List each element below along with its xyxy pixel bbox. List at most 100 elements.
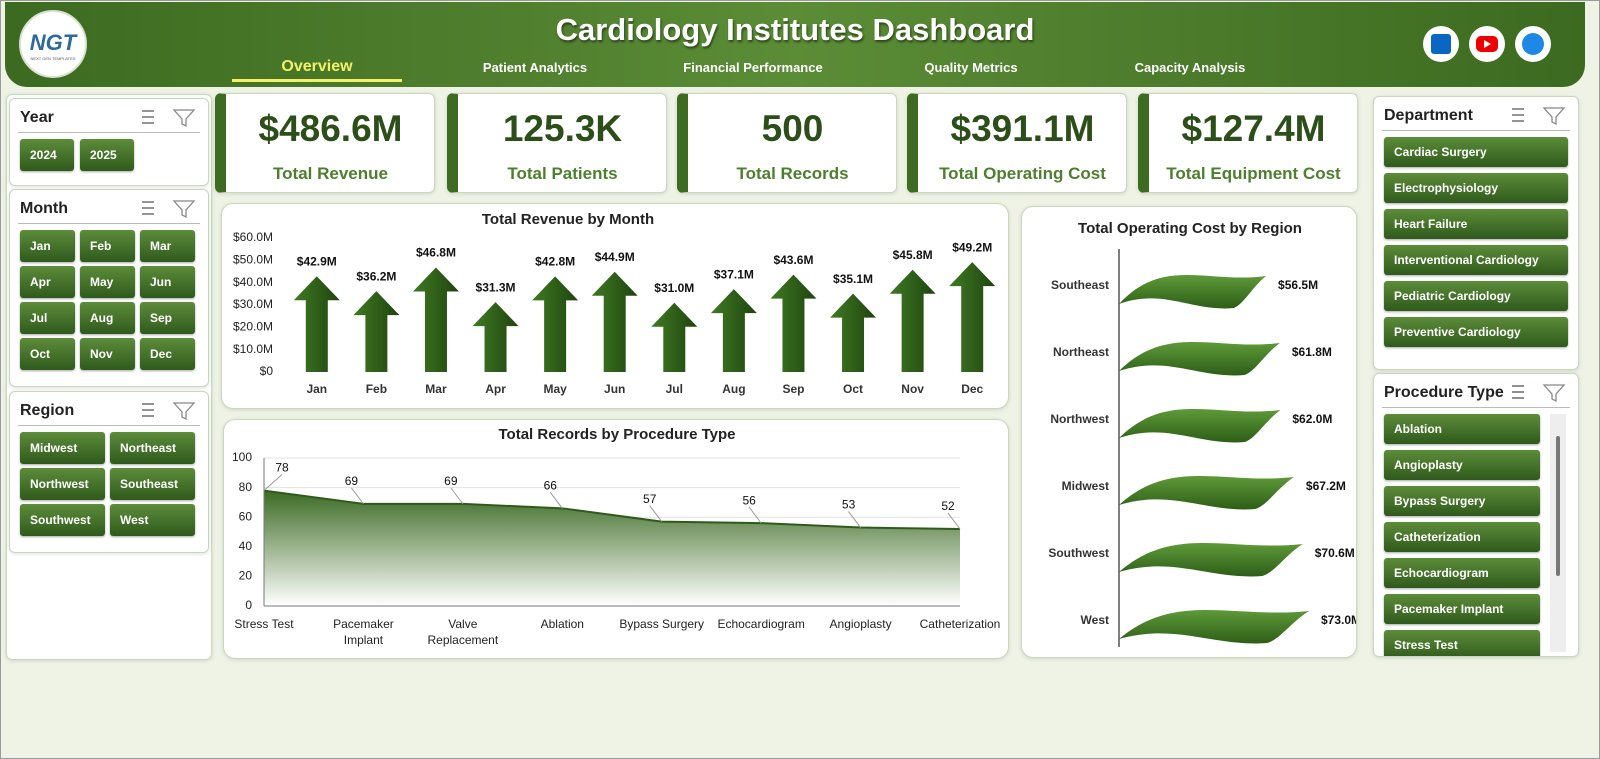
slicer-button[interactable]: Sep <box>140 302 195 334</box>
y-tick-label: 40 <box>239 539 253 553</box>
y-category-label: Northwest <box>1050 412 1109 426</box>
slicer-button[interactable]: Jun <box>140 266 195 298</box>
slicer-button[interactable]: Southwest <box>20 504 105 536</box>
slicer-button[interactable]: Interventional Cardiology <box>1384 245 1568 275</box>
slicer-button[interactable]: Aug <box>80 302 135 334</box>
bar-arrow <box>830 293 877 372</box>
bar-arrow <box>949 262 996 372</box>
chart-title: Total Records by Procedure Type <box>498 426 735 443</box>
slicer-panel: Month Jan Feb Mar Apr May Jun Jul Aug Sep Oct Nov De… <box>9 189 209 387</box>
slicer-button[interactable]: West <box>110 504 195 536</box>
bar-arrow <box>710 289 757 372</box>
nav-tab[interactable]: Capacity Analysis <box>1134 60 1246 75</box>
leader-line <box>263 474 283 491</box>
x-tick-label: Catheterization <box>919 617 1001 631</box>
slicer-button[interactable]: Bypass Surgery <box>1384 486 1540 516</box>
bar-arrow <box>472 302 519 372</box>
y-category-label: Northeast <box>1053 345 1109 359</box>
scroll-thumb[interactable] <box>1556 436 1560 576</box>
data-label: $42.8M <box>535 255 575 269</box>
slicer-icons <box>142 109 196 128</box>
slicer-button[interactable]: Oct <box>20 338 75 370</box>
x-tick-label: Aug <box>722 382 745 396</box>
slicer-button[interactable]: Pacemaker Implant <box>1384 594 1540 624</box>
data-label: 52 <box>941 499 955 513</box>
clear-filter-icon[interactable] <box>172 402 196 421</box>
chart-panel: Total Revenue by Month $0 $10.0M $20.0M $30.… <box>221 203 1009 409</box>
x-tick-label: Bypass Surgery <box>619 617 705 631</box>
clear-filter-icon[interactable] <box>172 200 196 219</box>
slicer-button[interactable]: Preventive Cardiology <box>1384 317 1568 347</box>
x-tick-label: Ablation <box>540 617 584 631</box>
data-label: 69 <box>345 474 359 488</box>
slicer-button[interactable]: Northwest <box>20 468 105 500</box>
kpi-card: $486.6M Total Revenue <box>215 93 435 193</box>
clear-filter-icon[interactable] <box>1542 384 1566 403</box>
data-label: $70.6M <box>1315 546 1355 560</box>
slicer-button[interactable]: Stress Test <box>1384 630 1540 656</box>
data-label: $73.0M <box>1321 613 1356 627</box>
slicer-button[interactable]: Northeast <box>110 432 195 464</box>
slicer-button[interactable]: Echocardiogram <box>1384 558 1540 588</box>
slicer-button[interactable]: Nov <box>80 338 135 370</box>
area-line <box>263 489 961 531</box>
slicer-button[interactable]: Jan <box>20 230 75 262</box>
data-label: $67.2M <box>1306 479 1346 493</box>
leader-line <box>450 487 464 505</box>
y-tick-label: $10.0M <box>233 342 273 356</box>
slicer-button[interactable]: Heart Failure <box>1384 209 1568 239</box>
slicer-button[interactable]: Cardiac Surgery <box>1384 137 1568 167</box>
chart-title: Total Operating Cost by Region <box>1078 220 1302 237</box>
x-tick-label: Jul <box>666 382 683 396</box>
data-label: $35.1M <box>833 272 873 286</box>
slicer-icons <box>142 402 196 421</box>
slicer-button[interactable]: Angioplasty <box>1384 450 1540 480</box>
slicer-button[interactable]: Apr <box>20 266 75 298</box>
data-label: $49.2M <box>952 240 992 254</box>
slicer-button[interactable]: Ablation <box>1384 414 1540 444</box>
nav-tab[interactable]: Financial Performance <box>683 60 823 75</box>
slicer-divider <box>18 425 200 426</box>
y-tick-label: 100 <box>232 450 252 464</box>
social-icons <box>1423 26 1551 62</box>
kpi-card: 125.3K Total Patients <box>447 93 667 193</box>
clear-filter-icon[interactable] <box>172 109 196 128</box>
slicer-icons <box>142 200 196 219</box>
kpi-label: Total Operating Cost <box>939 164 1106 183</box>
slicer-button[interactable]: Mar <box>140 230 195 262</box>
nav-tab[interactable]: Overview <box>281 58 353 75</box>
slicer-button[interactable]: Pediatric Cardiology <box>1384 281 1568 311</box>
slicer-button[interactable]: Feb <box>80 230 135 262</box>
kpi-value: $486.6M <box>258 108 403 149</box>
leader-line <box>351 487 364 505</box>
slicer-button[interactable]: Dec <box>140 338 195 370</box>
chart-title: Total Revenue by Month <box>482 211 654 228</box>
nav-tab[interactable]: Patient Analytics <box>482 60 588 75</box>
leader-line <box>649 505 663 522</box>
y-category-label: Midwest <box>1062 479 1109 493</box>
bar-flag <box>1119 543 1303 577</box>
slicer-button[interactable]: Electrophysiology <box>1384 173 1568 203</box>
x-tick-label: Angioplasty <box>829 617 892 631</box>
slicer-button[interactable]: Midwest <box>20 432 105 464</box>
slicer-button[interactable]: Southeast <box>110 468 195 500</box>
slicer-button[interactable]: Jul <box>20 302 75 334</box>
slicer-icons <box>1512 107 1566 126</box>
logo-subtitle: NEXT GEN TEMPLATES <box>30 56 76 61</box>
slicer-panel: Region Midwest Northeast Northwest Southeast… <box>9 391 209 553</box>
data-label: $31.3M <box>476 280 516 294</box>
slicer-divider <box>1382 407 1570 408</box>
slicer-button[interactable]: May <box>80 266 135 298</box>
x-tick-label: Echocardiogram <box>717 617 805 631</box>
bar-arrow <box>412 267 459 372</box>
data-label: $45.8M <box>893 248 933 262</box>
data-label: $44.9M <box>595 250 635 264</box>
slicer-panel: Department Cardiac Surgery Electrophysiolo… <box>1373 96 1579 370</box>
nav-tab[interactable]: Quality Metrics <box>924 60 1018 75</box>
slicer-title: Year <box>20 109 54 126</box>
clear-filter-icon[interactable] <box>1542 107 1566 126</box>
slicer-button[interactable]: 2024 <box>20 139 74 171</box>
bar-arrow <box>770 274 817 372</box>
slicer-button[interactable]: 2025 <box>80 139 134 171</box>
slicer-button[interactable]: Catheterization <box>1384 522 1540 552</box>
